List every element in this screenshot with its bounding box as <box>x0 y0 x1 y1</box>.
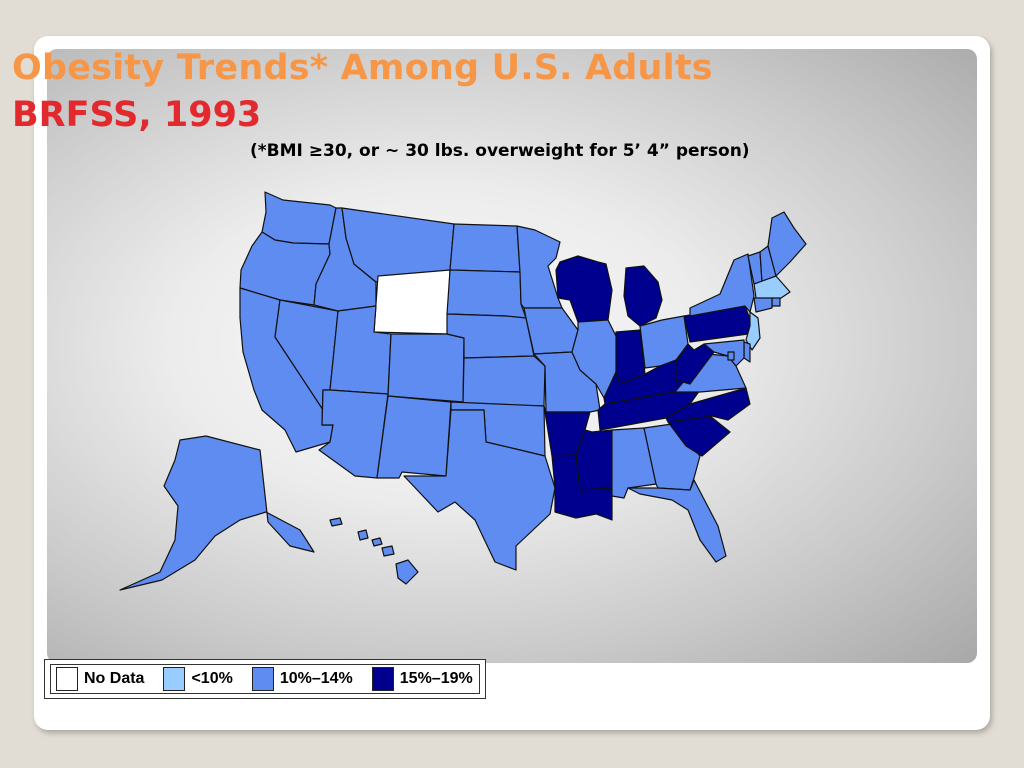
state-NJ <box>745 311 761 351</box>
legend-swatch-15-19 <box>371 667 394 691</box>
state-FL <box>627 479 727 563</box>
state-IL <box>571 319 619 399</box>
state-NC <box>665 387 751 423</box>
subtitle-note: (*BMI ≥30, or ~ 30 lbs. overweight for 5… <box>250 141 750 161</box>
state-HI-islet-4 <box>329 517 343 527</box>
legend-swatch-no-data <box>56 667 78 691</box>
legend-swatch-10-14 <box>251 667 274 691</box>
state-WY <box>373 269 451 335</box>
legend-item-no-data: No Data <box>56 667 144 691</box>
state-MN <box>516 225 563 309</box>
legend-item-15-19: 15%–19% <box>371 667 473 691</box>
legend-label-15-19: 15%–19% <box>399 670 473 687</box>
state-TN <box>597 389 701 431</box>
state-DE <box>743 341 751 363</box>
state-ND <box>449 223 521 273</box>
state-MA <box>753 275 791 301</box>
legend-label-no-data: No Data <box>84 670 145 687</box>
state-SD <box>446 269 527 319</box>
state-TX <box>403 409 556 571</box>
title-line-2: BRFSS, 1993 <box>12 95 262 135</box>
state-CO <box>387 333 465 403</box>
state-CT <box>753 297 773 313</box>
state-IA <box>523 307 579 355</box>
legend-label-lt10: <10% <box>191 670 233 687</box>
state-HI-islet-1 <box>381 545 395 557</box>
state-NY <box>689 253 755 317</box>
state-HI-islet-2 <box>371 537 383 547</box>
state-DC <box>727 351 735 361</box>
legend-item-10-14: 10%–14% <box>251 667 353 691</box>
state-RI <box>771 297 781 307</box>
state-ME <box>767 211 807 277</box>
legend-label-10-14: 10%–14% <box>279 670 353 687</box>
state-KS <box>462 355 546 407</box>
state-HI-islet-3 <box>357 529 369 541</box>
state-HI <box>395 559 419 585</box>
map-legend: No Data <10% 10%–14% 15%–19% <box>44 659 486 699</box>
state-MS <box>575 429 613 491</box>
legend-item-lt10: <10% <box>163 667 233 691</box>
state-NM <box>376 395 452 479</box>
title-line-1: Obesity Trends* Among U.S. Adults <box>12 48 713 88</box>
state-MI <box>623 265 663 327</box>
state-AK <box>119 435 315 591</box>
state-WA <box>261 191 337 245</box>
legend-swatch-lt10 <box>163 667 186 691</box>
